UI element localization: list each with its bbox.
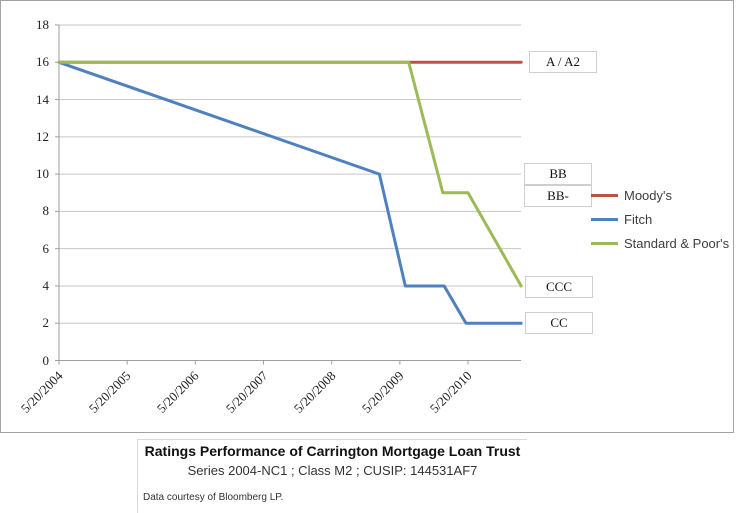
rating-annotation-ccc: CCC <box>525 275 593 298</box>
data-source-note: Data courtesy of Bloomberg LP. <box>143 492 284 503</box>
y-tick-label: 6 <box>42 240 50 256</box>
legend-label: Fitch <box>624 211 653 227</box>
series-line-fitch <box>57 60 523 325</box>
title-box: Ratings Performance of Carrington Mortga… <box>137 439 527 513</box>
series-line-standard-poor-s <box>57 60 523 288</box>
legend-item-standard-poor-s: Standard & Poor's <box>591 233 729 253</box>
legend-label: Moody's <box>624 187 673 203</box>
y-tick-label: 8 <box>42 203 50 219</box>
y-tick-label: 0 <box>42 352 50 368</box>
rating-annotation-bb: BB <box>524 163 592 186</box>
y-tick-label: 16 <box>36 54 49 70</box>
rating-annotation-bb-: BB- <box>524 184 592 207</box>
chart-object: 0 2 4 6 8 10 12 14 16 18 5/20/2004 5/20/2005 5/20/2… <box>0 0 734 433</box>
y-tick-label: 2 <box>42 315 50 331</box>
legend-swatch-line <box>591 193 618 197</box>
legend-swatch-line <box>591 241 618 245</box>
y-tick-label: 14 <box>36 91 49 107</box>
rating-annotation-cc: CC <box>525 312 593 335</box>
y-tick-label: 4 <box>42 277 50 293</box>
chart-title: Ratings Performance of Carrington Mortga… <box>144 443 521 459</box>
legend-item-fitch: Fitch <box>591 209 652 229</box>
rating-annotation-a-a2: A / A2 <box>529 51 597 74</box>
y-tick-label: 12 <box>36 128 49 144</box>
chart-plot-svg <box>55 24 523 365</box>
legend-swatch-line <box>591 217 618 221</box>
y-tick-label: 18 <box>36 17 49 32</box>
chart-subtitle: Series 2004-NC1 ; Class M2 ; CUSIP: 1445… <box>187 463 478 478</box>
legend-item-moody-s: Moody's <box>591 185 672 205</box>
legend-label: Standard & Poor's <box>624 235 730 251</box>
y-tick-label: 10 <box>36 166 49 182</box>
